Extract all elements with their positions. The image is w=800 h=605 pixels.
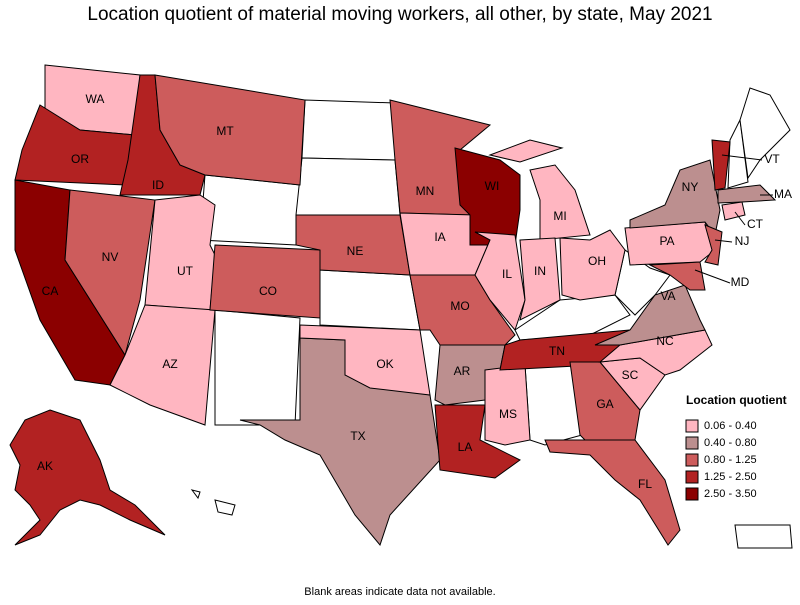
legend-label: 0.06 - 0.40 [704, 420, 757, 432]
state [144, 194, 216, 311]
state-label: NC [656, 334, 674, 348]
leader-line [721, 154, 763, 161]
legend-swatch [685, 487, 699, 501]
state [629, 159, 721, 237]
legend-swatch [685, 453, 699, 467]
state-label: LA [458, 440, 473, 454]
state [544, 439, 681, 546]
state-blank [199, 174, 301, 246]
state-label: MN [416, 184, 435, 198]
footnote: Blank areas indicate data not available. [304, 586, 495, 598]
state [594, 284, 706, 346]
state-label: OK [376, 357, 393, 371]
leader-line [714, 239, 733, 243]
legend-label: 0.40 - 0.80 [704, 437, 757, 449]
state-label: UT [177, 264, 194, 278]
legend-swatch [685, 436, 699, 450]
state-blank [301, 99, 396, 161]
state-label: VA [660, 289, 675, 303]
state-blank [727, 118, 749, 189]
state-blank [214, 499, 236, 516]
state-label: MO [450, 299, 469, 313]
state-label: NE [347, 244, 364, 258]
legend-swatch [685, 419, 699, 433]
state-label: IA [434, 230, 445, 244]
state-blank [734, 524, 793, 549]
state-label: IL [502, 267, 512, 281]
leader-line [694, 269, 731, 284]
state-label: GA [596, 397, 613, 411]
state-label: NY [682, 180, 699, 194]
state-label: AK [37, 459, 53, 473]
state-label: AR [454, 364, 471, 378]
state [711, 139, 731, 191]
state-label: TN [549, 344, 565, 358]
state-label: MD [731, 275, 750, 289]
state-label: SC [622, 368, 639, 382]
state-label: VT [764, 152, 780, 166]
legend-label: 2.50 - 3.50 [704, 488, 757, 500]
state-blank [214, 309, 301, 426]
no-data-states [190, 87, 793, 549]
state-label: CA [42, 284, 59, 298]
state [484, 364, 531, 446]
legend: Location quotient 0.06 - 0.40 0.40 - 0.80… [685, 393, 787, 501]
leader-line [734, 211, 746, 226]
state-label: TX [350, 429, 365, 443]
state [529, 164, 591, 241]
state [721, 201, 746, 221]
state [648, 261, 706, 291]
state-label: ID [152, 178, 164, 192]
state [9, 409, 166, 546]
state [488, 139, 564, 163]
state-label: WI [485, 179, 500, 193]
state [717, 184, 777, 204]
state-label: OH [588, 254, 606, 268]
state [559, 229, 626, 301]
state-label: CT [747, 217, 764, 231]
state [154, 74, 306, 186]
state-label: MS [499, 407, 517, 421]
state-label: FL [638, 477, 652, 491]
state-blank [739, 87, 791, 180]
legend-title: Location quotient [686, 393, 787, 407]
legend-swatch [685, 470, 699, 484]
state-label: AZ [162, 357, 177, 371]
legend-label: 1.25 - 2.50 [704, 471, 757, 483]
state-label: NV [102, 250, 119, 264]
state-blank [295, 157, 401, 216]
title: Location quotient of material moving wor… [87, 4, 712, 25]
state-label: PA [659, 234, 674, 248]
state-label: MA [774, 187, 792, 201]
state-blank [319, 269, 421, 331]
state-label: NJ [735, 234, 750, 248]
state [474, 231, 526, 332]
state-label: CO [259, 284, 277, 298]
state-label: MT [216, 124, 234, 138]
state-label: WA [86, 92, 105, 106]
state [209, 244, 321, 319]
state-label: IN [534, 264, 546, 278]
state [704, 224, 723, 266]
state-label: OR [71, 152, 89, 166]
state [299, 324, 431, 396]
state [64, 189, 156, 357]
state [519, 237, 561, 321]
state-labels: WA OR CA ID NV UT AZ MT CO NE MN IA MO WI IL MI IN OH TX OK… [37, 92, 792, 491]
state-label: MI [553, 209, 566, 223]
legend-label: 0.80 - 1.25 [704, 454, 757, 466]
state-blank [190, 489, 201, 500]
states [9, 64, 777, 547]
